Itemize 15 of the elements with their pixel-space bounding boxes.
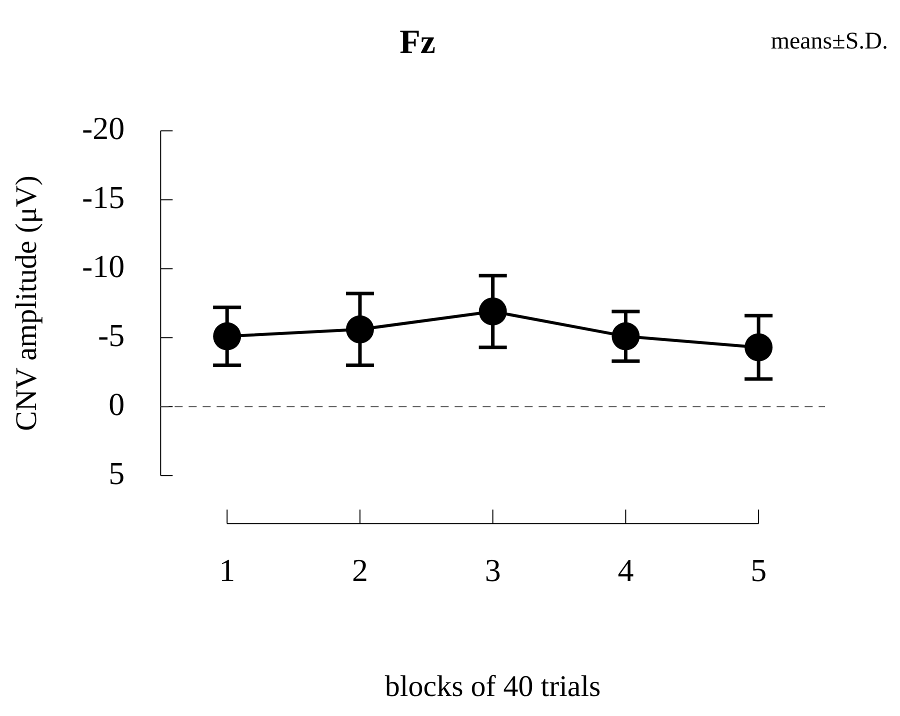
y-tick-label: -15 <box>82 179 125 216</box>
y-tick-label: -20 <box>82 110 125 146</box>
y-tick-label: -5 <box>98 317 125 354</box>
text: means±S.D. <box>770 28 888 54</box>
x-tick-label: 2 <box>352 552 368 588</box>
y-tick-label: 5 <box>108 455 125 492</box>
x-axis-title: blocks of 40 trials <box>384 670 601 703</box>
y-tick-label: -10 <box>82 248 125 284</box>
chart-title: Fz <box>400 24 436 62</box>
x-tick-label: 4 <box>618 552 634 588</box>
y-axis-title: CNV amplitude (μV) <box>10 175 43 431</box>
x-tick-label: 3 <box>484 552 501 588</box>
x-tick-label: 5 <box>750 552 767 588</box>
x-tick-label: 1 <box>219 552 236 588</box>
y-tick-label: 0 <box>108 386 125 422</box>
